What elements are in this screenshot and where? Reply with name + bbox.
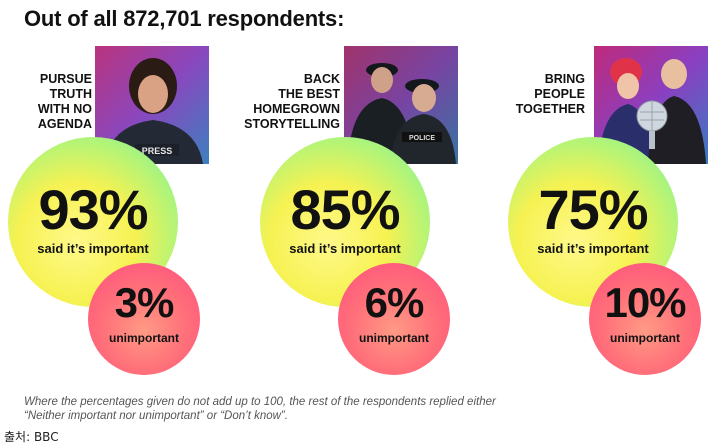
- stat-column-storytelling: POLICE BACK THE BEST HOMEGROWN STORYTELL…: [232, 0, 472, 380]
- stat-column-together: BRING PEOPLE TOGETHER 75% said it’s impo…: [475, 0, 715, 380]
- unimportant-percentage: 3%: [114, 279, 175, 326]
- source-credit: 출처: BBC: [4, 430, 59, 444]
- unimportant-label: unimportant: [109, 331, 179, 345]
- important-label: said it’s important: [537, 241, 649, 256]
- important-percentage: 85%: [290, 178, 400, 241]
- dance-show-photo: [594, 46, 708, 164]
- footnote: Where the percentages given do not add u…: [24, 396, 496, 422]
- svg-text:POLICE: POLICE: [409, 135, 435, 142]
- stat-column-truth: PRESS PURSUE TRUTH WITH NO AGENDA 93% sa…: [0, 0, 240, 380]
- unimportant-percentage: 10%: [604, 279, 686, 326]
- headline-storytelling: BACK THE BEST HOMEGROWN STORYTELLING: [244, 72, 340, 131]
- important-percentage: 75%: [538, 178, 648, 241]
- unimportant-circle: 10% unimportant: [589, 263, 701, 375]
- headline-together: BRING PEOPLE TOGETHER: [515, 72, 585, 116]
- headline-truth: PURSUE TRUTH WITH NO AGENDA: [37, 72, 92, 131]
- page-title: Out of all 872,701 respondents:: [24, 6, 345, 31]
- svg-text:PRESS: PRESS: [142, 146, 173, 156]
- unimportant-circle: 3% unimportant: [88, 263, 200, 375]
- important-label: said it’s important: [37, 241, 149, 256]
- unimportant-percentage: 6%: [364, 279, 425, 326]
- important-label: said it’s important: [289, 241, 401, 256]
- important-percentage: 93%: [38, 178, 148, 241]
- unimportant-circle: 6% unimportant: [338, 263, 450, 375]
- unimportant-label: unimportant: [359, 331, 429, 345]
- unimportant-label: unimportant: [610, 331, 680, 345]
